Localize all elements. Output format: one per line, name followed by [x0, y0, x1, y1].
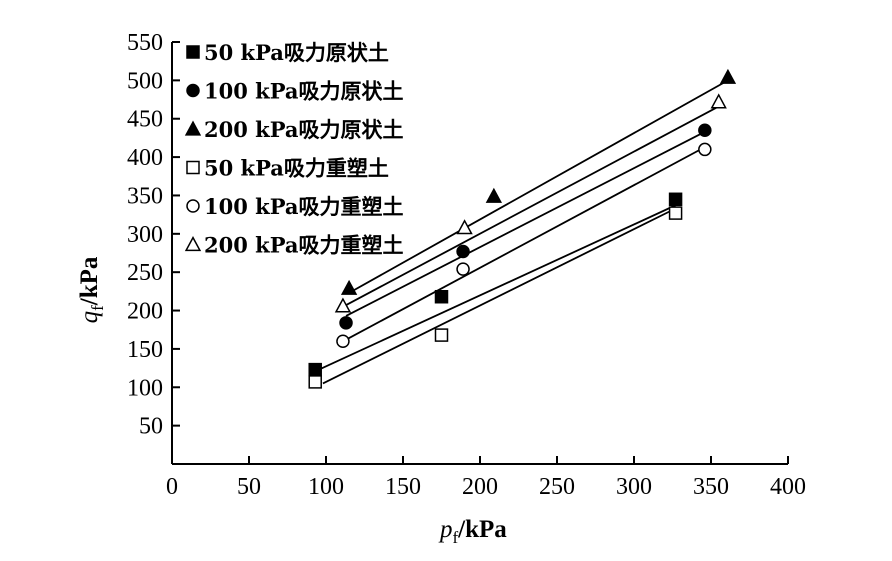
legend: 50 kPa吸力原状土 100 kPa吸力原状土 200 kPa吸力原状土 50 kP…: [184, 40, 404, 258]
x-tick-label: 100: [308, 474, 344, 500]
y-tick-label: 250: [127, 260, 163, 286]
legend-marker-1: [186, 45, 200, 59]
y-tick-label: 400: [127, 145, 163, 171]
legend-label-1: 50 kPa吸力原状土: [204, 40, 389, 65]
legend-marker-2: [186, 83, 200, 98]
legend-label-6: 200 kPa吸力重塑土: [204, 233, 404, 258]
data-point-series-1: [308, 362, 322, 377]
data-point-series-3: [719, 68, 737, 84]
y-tick-label: 500: [127, 68, 163, 94]
ticks: 0 50 100 150 200 250 300 350 400 50 100 150 200 250 30…: [127, 30, 806, 500]
x-axis-title: pf/kPa: [438, 516, 507, 547]
x-axis-title-symbol: p: [438, 516, 453, 543]
data-point-series-1: [668, 192, 683, 207]
data-point-series-4: [668, 206, 683, 220]
data-point-series-2: [456, 244, 470, 259]
data-point-series-2: [698, 123, 712, 137]
fit-line-series-5: [345, 146, 706, 341]
y-tick-label: 200: [127, 299, 163, 325]
fit-line-series-1: [310, 202, 681, 375]
x-tick-label: 350: [693, 474, 729, 500]
x-axis-title-subscript: f: [453, 528, 459, 547]
y-axis-title-subscript: f: [88, 305, 107, 311]
legend-marker-4: [186, 160, 200, 175]
y-tick-label: 150: [127, 337, 163, 363]
data-point-series-5: [456, 262, 470, 276]
data-point-series-5: [698, 142, 712, 157]
data-point-series-1: [434, 289, 449, 304]
fit-line-series-6: [344, 105, 720, 307]
y-tick-label: 350: [127, 183, 163, 209]
x-tick-label: 200: [462, 474, 498, 500]
y-axis-title-unit: /kPa: [76, 256, 103, 306]
fit-line-series-2: [345, 130, 706, 317]
x-tick-label: 0: [166, 474, 178, 500]
legend-label-3: 200 kPa吸力原状土: [204, 117, 404, 142]
x-tick-label: 150: [385, 474, 421, 500]
data-point-series-6: [334, 297, 352, 313]
x-axis-title-unit: /kPa: [457, 516, 507, 543]
data-point-series-6: [710, 93, 727, 109]
legend-marker-6: [184, 236, 202, 252]
fit-line-series-4: [322, 207, 676, 385]
y-axis-title-symbol: q: [76, 311, 103, 324]
x-tick-label: 300: [616, 474, 652, 500]
y-tick-label: 100: [127, 375, 163, 401]
x-tick-label: 50: [237, 474, 261, 500]
data-point-series-4: [434, 328, 449, 342]
legend-label-4: 50 kPa吸力重塑土: [204, 156, 389, 181]
y-tick-label: 300: [127, 222, 163, 248]
data-point-series-2: [339, 316, 353, 330]
fit-lines: [310, 79, 729, 385]
x-tick-label: 250: [539, 474, 575, 500]
y-tick-label: 50: [139, 414, 163, 440]
y-tick-label: 550: [127, 30, 163, 56]
legend-marker-5: [186, 199, 200, 213]
data-point-series-6: [456, 219, 473, 235]
data-point-series-5: [336, 334, 350, 348]
legend-marker-3: [184, 120, 202, 136]
data-point-series-4: [308, 375, 322, 389]
legend-label-2: 100 kPa吸力原状土: [204, 79, 404, 104]
y-axis-title: qf/kPa: [76, 256, 107, 323]
legend-label-5: 100 kPa吸力重塑土: [204, 194, 404, 219]
y-tick-label: 450: [127, 107, 163, 133]
x-tick-label: 400: [770, 474, 806, 500]
fit-line-series-3: [348, 79, 729, 294]
data-point-series-3: [340, 279, 358, 295]
data-markers: [308, 68, 737, 389]
data-point-series-3: [485, 187, 503, 203]
